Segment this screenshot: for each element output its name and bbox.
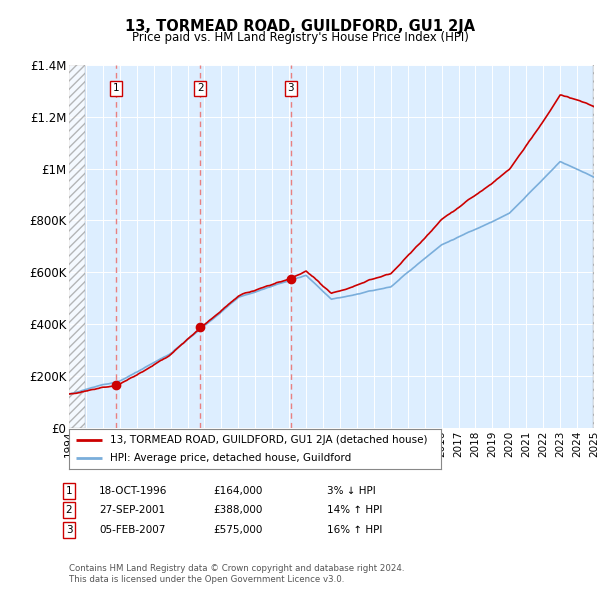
Text: 2: 2 bbox=[197, 83, 203, 93]
Text: 2: 2 bbox=[65, 506, 73, 515]
Text: 14% ↑ HPI: 14% ↑ HPI bbox=[327, 506, 382, 515]
Text: 18-OCT-1996: 18-OCT-1996 bbox=[99, 486, 167, 496]
Bar bbox=[593, 65, 594, 428]
Text: 1: 1 bbox=[65, 486, 73, 496]
Text: 3: 3 bbox=[287, 83, 294, 93]
Text: £575,000: £575,000 bbox=[213, 525, 262, 535]
Text: HPI: Average price, detached house, Guildford: HPI: Average price, detached house, Guil… bbox=[110, 453, 351, 463]
Text: 1: 1 bbox=[113, 83, 119, 93]
Text: £164,000: £164,000 bbox=[213, 486, 262, 496]
Text: 13, TORMEAD ROAD, GUILDFORD, GU1 2JA (detached house): 13, TORMEAD ROAD, GUILDFORD, GU1 2JA (de… bbox=[110, 435, 427, 445]
Text: 27-SEP-2001: 27-SEP-2001 bbox=[99, 506, 165, 515]
Text: £388,000: £388,000 bbox=[213, 506, 262, 515]
Text: 13, TORMEAD ROAD, GUILDFORD, GU1 2JA: 13, TORMEAD ROAD, GUILDFORD, GU1 2JA bbox=[125, 19, 475, 34]
Bar bbox=[69, 65, 85, 428]
Text: 05-FEB-2007: 05-FEB-2007 bbox=[99, 525, 166, 535]
Text: 16% ↑ HPI: 16% ↑ HPI bbox=[327, 525, 382, 535]
Text: 3: 3 bbox=[65, 525, 73, 535]
Text: Contains HM Land Registry data © Crown copyright and database right 2024.: Contains HM Land Registry data © Crown c… bbox=[69, 565, 404, 573]
Text: 3% ↓ HPI: 3% ↓ HPI bbox=[327, 486, 376, 496]
Text: Price paid vs. HM Land Registry's House Price Index (HPI): Price paid vs. HM Land Registry's House … bbox=[131, 31, 469, 44]
Text: This data is licensed under the Open Government Licence v3.0.: This data is licensed under the Open Gov… bbox=[69, 575, 344, 584]
